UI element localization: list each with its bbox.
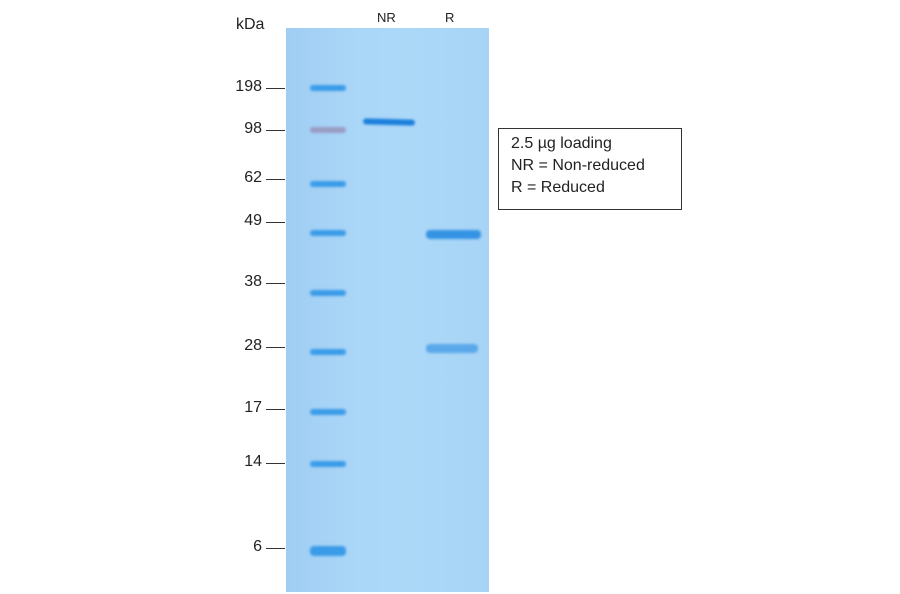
marker-tick (266, 222, 285, 223)
band-nr-main (362, 118, 416, 126)
marker-label: 62 (244, 169, 262, 186)
marker-tick (266, 409, 285, 410)
legend-line: 2.5 µg loading (511, 135, 612, 152)
ladder-band (310, 461, 346, 467)
ladder-band (310, 181, 346, 187)
marker-label: 28 (244, 337, 262, 354)
band-r-heavy (426, 230, 481, 239)
marker-tick (266, 88, 285, 89)
marker-tick (266, 130, 285, 131)
marker-tick (266, 179, 285, 180)
marker-tick (266, 548, 285, 549)
ladder-band (310, 85, 346, 91)
band-r-light (426, 344, 478, 353)
ladder-band (310, 127, 346, 133)
gel-image (286, 28, 489, 592)
legend-box: 2.5 µg loading NR = Non-reduced R = Redu… (498, 128, 682, 210)
marker-label: 38 (244, 273, 262, 290)
ladder-band (310, 546, 346, 556)
marker-label: 14 (244, 453, 262, 470)
ladder-band (310, 409, 346, 415)
ladder-band (310, 230, 346, 236)
marker-tick (266, 283, 285, 284)
kda-label: kDa (236, 16, 265, 33)
marker-label: 17 (244, 399, 262, 416)
ladder-band (310, 290, 346, 296)
ladder-band (310, 349, 346, 355)
marker-tick (266, 463, 285, 464)
marker-tick (266, 347, 285, 348)
marker-label: 49 (244, 212, 262, 229)
lane-label-nr: NR (377, 10, 396, 25)
legend-line: NR = Non-reduced (511, 157, 645, 174)
marker-label: 98 (244, 120, 262, 137)
legend-line: R = Reduced (511, 179, 605, 196)
lane-label-r: R (445, 10, 455, 25)
marker-label: 6 (253, 538, 262, 555)
marker-label: 198 (235, 78, 262, 95)
